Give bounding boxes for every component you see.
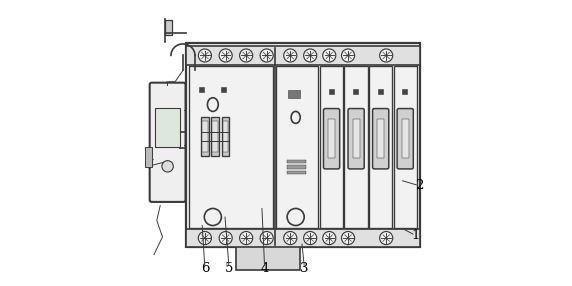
FancyBboxPatch shape (372, 109, 389, 169)
Circle shape (260, 49, 273, 62)
Text: 2: 2 (415, 179, 423, 192)
Text: 3: 3 (300, 262, 309, 275)
Bar (223, 121, 228, 152)
Circle shape (240, 231, 253, 245)
Bar (378, 89, 383, 94)
Bar (212, 117, 219, 156)
Circle shape (284, 231, 297, 245)
Circle shape (198, 49, 212, 62)
Circle shape (219, 49, 232, 62)
Circle shape (219, 231, 232, 245)
Circle shape (323, 49, 336, 62)
Text: 4: 4 (260, 262, 269, 275)
Bar (201, 117, 209, 156)
Circle shape (198, 231, 212, 245)
Bar (352, 119, 360, 158)
Bar (202, 121, 208, 152)
Bar (287, 171, 306, 174)
Circle shape (240, 49, 253, 62)
Circle shape (304, 231, 317, 245)
Bar (189, 46, 418, 245)
Bar (287, 160, 306, 163)
Bar (329, 89, 334, 94)
Text: 6: 6 (201, 262, 209, 275)
Bar (402, 119, 409, 158)
Bar (199, 87, 204, 92)
Bar (288, 90, 300, 98)
Bar (344, 66, 368, 228)
Bar (221, 87, 226, 92)
Circle shape (380, 231, 393, 245)
Bar (236, 246, 300, 270)
Bar (165, 20, 172, 35)
Bar (402, 89, 407, 94)
Bar (189, 66, 273, 228)
Bar (369, 66, 392, 228)
Circle shape (162, 161, 173, 172)
Text: 7: 7 (146, 159, 154, 172)
Bar (145, 147, 152, 167)
FancyBboxPatch shape (150, 83, 185, 202)
Circle shape (341, 231, 355, 245)
FancyBboxPatch shape (348, 109, 364, 169)
Bar (186, 229, 420, 247)
Circle shape (341, 49, 355, 62)
Bar (353, 89, 359, 94)
Text: 5: 5 (225, 262, 233, 275)
Circle shape (304, 49, 317, 62)
Bar (287, 165, 306, 169)
Bar (328, 119, 335, 158)
Circle shape (380, 49, 393, 62)
FancyBboxPatch shape (324, 109, 340, 169)
Circle shape (284, 49, 297, 62)
Bar (186, 43, 420, 247)
Bar (155, 108, 180, 147)
Circle shape (260, 231, 273, 245)
Bar (212, 121, 218, 152)
Bar (186, 46, 420, 65)
Bar (276, 66, 318, 228)
FancyBboxPatch shape (397, 109, 414, 169)
Bar (394, 66, 417, 228)
Bar (320, 66, 343, 228)
Bar (377, 119, 384, 158)
Circle shape (323, 231, 336, 245)
Text: 1: 1 (411, 229, 420, 242)
Bar (222, 117, 229, 156)
